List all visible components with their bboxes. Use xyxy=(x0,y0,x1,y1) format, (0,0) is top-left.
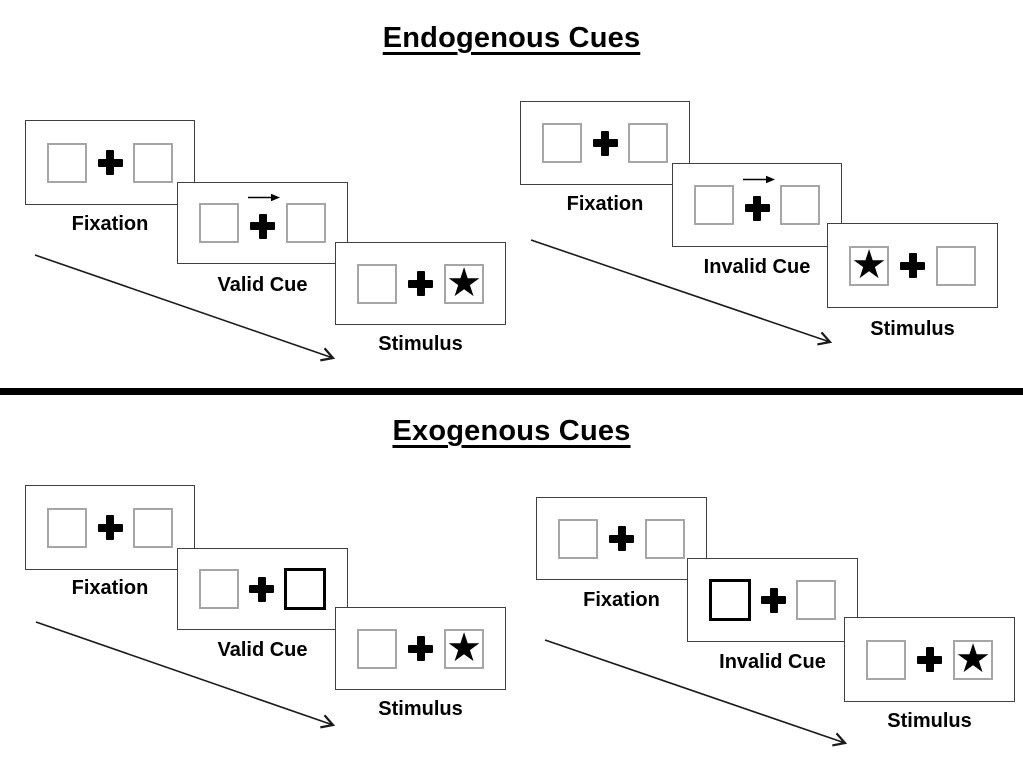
fixation-cross-icon xyxy=(408,636,433,661)
panel-label: Stimulus xyxy=(378,333,463,355)
left-box xyxy=(357,628,397,669)
left-box xyxy=(542,123,582,163)
left-box: ★ xyxy=(849,241,889,288)
section-title-endogenous: Endogenous Cues xyxy=(382,22,641,54)
section-divider xyxy=(0,388,1023,395)
left-box xyxy=(866,639,906,680)
right-box: ★ xyxy=(953,635,993,682)
right-box xyxy=(796,580,836,620)
right-box xyxy=(133,142,173,183)
fixation-cross-icon xyxy=(761,587,786,613)
right-arrow-cue-icon xyxy=(248,193,280,201)
right-box xyxy=(286,203,326,243)
fixation-cross-icon xyxy=(592,130,618,156)
timeline-arrow xyxy=(530,239,833,346)
panel-fixation xyxy=(25,120,195,205)
star-stimulus-icon: ★ xyxy=(851,241,887,288)
panel-label: Invalid Cue xyxy=(703,256,811,278)
left-box-cue-highlight xyxy=(709,579,751,621)
fixation-cross-icon xyxy=(744,195,770,221)
right-box xyxy=(133,507,173,548)
left-box xyxy=(558,518,598,559)
panel-label: Invalid Cue xyxy=(719,651,826,673)
right-box xyxy=(628,123,668,163)
panel-stimulus: ★ xyxy=(844,617,1015,702)
fixation-cross-icon xyxy=(609,526,634,551)
right-box-cue-highlight xyxy=(284,568,326,610)
right-box: ★ xyxy=(444,259,484,306)
fixation-cross-icon xyxy=(249,576,274,602)
panel-label: Stimulus xyxy=(887,710,972,732)
right-box xyxy=(936,245,976,286)
fixation-cross-icon xyxy=(917,647,942,672)
right-arrow-cue-icon xyxy=(742,175,775,183)
fixation-cross-icon xyxy=(97,515,123,540)
right-box: ★ xyxy=(444,624,484,671)
left-box xyxy=(357,263,397,304)
fixation-cross-icon xyxy=(408,271,433,296)
fixation-cross-icon xyxy=(97,150,123,175)
panel-label: Valid Cue xyxy=(217,274,308,296)
panel-label: Fixation xyxy=(71,577,149,599)
star-stimulus-icon: ★ xyxy=(955,635,991,682)
panel-label: Stimulus xyxy=(378,698,463,720)
fixation-cross-icon xyxy=(250,213,275,239)
panel-fixation xyxy=(520,101,690,185)
panel-valid-cue xyxy=(177,548,348,630)
left-box xyxy=(47,142,87,183)
panel-label: Fixation xyxy=(566,193,644,215)
panel-label: Fixation xyxy=(71,213,149,235)
timeline-arrow xyxy=(35,621,336,729)
panel-label: Stimulus xyxy=(870,318,955,340)
panel-invalid-cue xyxy=(672,163,842,247)
panel-stimulus: ★ xyxy=(335,607,506,690)
panel-label: Fixation xyxy=(583,589,660,611)
panel-valid-cue xyxy=(177,182,348,264)
right-box xyxy=(645,518,685,559)
panel-fixation xyxy=(536,497,707,580)
left-box xyxy=(199,203,239,243)
fixation-cross-icon xyxy=(900,253,925,278)
timeline-arrow xyxy=(544,639,848,747)
left-box xyxy=(694,185,734,225)
right-box xyxy=(780,185,820,225)
panel-invalid-cue xyxy=(687,558,858,642)
left-box xyxy=(47,507,87,548)
panel-fixation xyxy=(25,485,195,570)
left-box xyxy=(199,569,239,609)
star-stimulus-icon: ★ xyxy=(446,624,482,671)
section-title-exogenous: Exogenous Cues xyxy=(392,415,631,447)
star-stimulus-icon: ★ xyxy=(446,259,482,306)
panel-stimulus: ★ xyxy=(827,223,998,308)
panel-label: Valid Cue xyxy=(217,639,308,661)
panel-stimulus: ★ xyxy=(335,242,506,325)
timeline-arrow xyxy=(34,254,336,362)
